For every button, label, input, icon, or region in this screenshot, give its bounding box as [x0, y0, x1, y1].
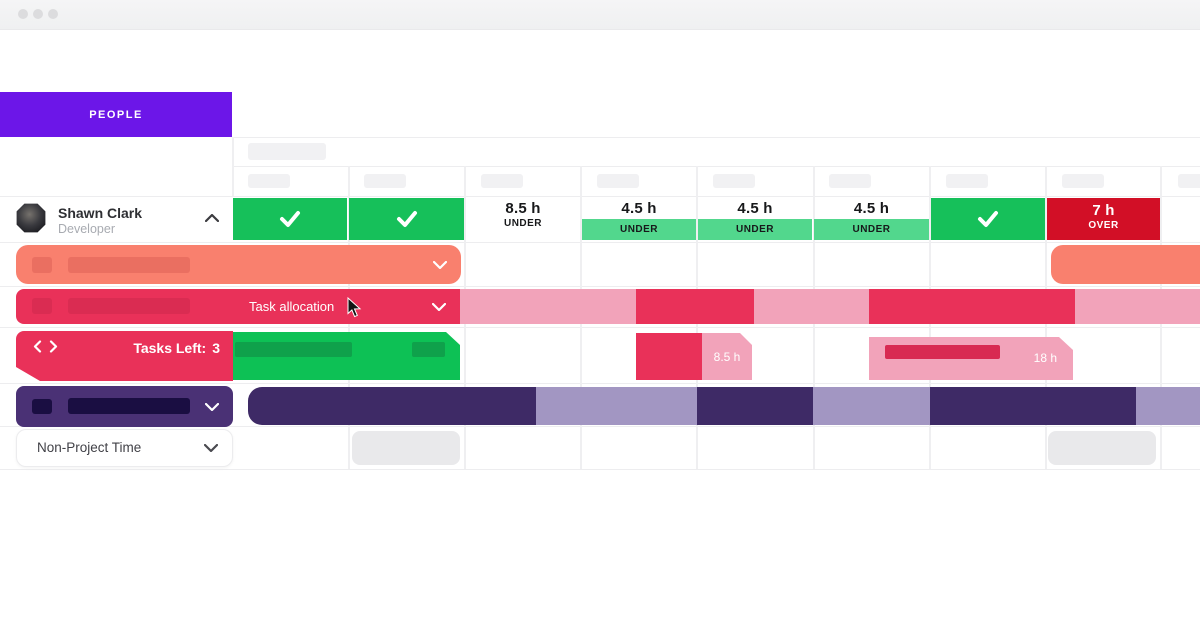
allocation-bar-purple[interactable] — [248, 387, 1200, 425]
capacity-status: OVER — [1088, 220, 1119, 231]
person-role: Developer — [58, 222, 115, 236]
month-label-placeholder — [248, 143, 326, 160]
capacity-hours: 4.5 h — [853, 200, 890, 217]
project-color-placeholder — [32, 399, 52, 414]
allocation-label: Task allocation — [249, 299, 335, 314]
capacity-cell-hours[interactable]: 4.5 h UNDER — [582, 198, 696, 240]
project-color-placeholder — [32, 298, 52, 314]
allocation-segment-light[interactable] — [754, 289, 869, 324]
project-row-pink[interactable]: Task allocation — [16, 289, 460, 324]
capacity-status: UNDER — [503, 218, 543, 229]
window-minimize-icon[interactable] — [33, 9, 43, 19]
divider — [0, 196, 1200, 197]
non-project-time-card[interactable]: Non-Project Time — [16, 429, 233, 467]
day-label-placeholder — [1062, 174, 1104, 188]
under-band: UNDER — [582, 219, 696, 240]
day-label-placeholder — [481, 174, 523, 188]
divider — [0, 383, 1200, 384]
divider — [232, 137, 234, 196]
divider — [0, 327, 1200, 328]
chevron-up-icon[interactable] — [205, 214, 219, 222]
chevron-down-icon[interactable] — [205, 402, 219, 411]
capacity-cell-hours[interactable]: 4.5 h UNDER — [814, 198, 929, 240]
project-name-placeholder — [68, 298, 190, 314]
task-bar-placeholder — [885, 345, 1000, 359]
capacity-cell-ok[interactable] — [349, 198, 464, 240]
capacity-hours: 7 h — [1092, 202, 1115, 219]
divider — [0, 242, 1200, 243]
non-project-block[interactable] — [1048, 431, 1156, 465]
task-hours-label: 18 h — [1033, 351, 1057, 365]
day-label-placeholder — [597, 174, 639, 188]
check-icon — [978, 211, 998, 227]
task-block-hours[interactable]: 18 h — [869, 337, 1073, 380]
check-icon — [280, 211, 300, 227]
capacity-status: UNDER — [852, 223, 891, 235]
day-label-placeholder — [829, 174, 871, 188]
task-bar-placeholder — [412, 342, 445, 357]
capacity-cell-hours[interactable]: 4.5 h UNDER — [698, 198, 812, 240]
capacity-cell-over[interactable]: 7 h OVER — [1047, 198, 1160, 240]
tasks-left-label: Tasks Left: — [133, 340, 207, 356]
project-name-placeholder — [68, 257, 190, 273]
task-hours-label: 8.5 h — [713, 349, 741, 364]
non-project-time-label: Non-Project Time — [37, 440, 142, 455]
capacity-cell-ok[interactable] — [931, 198, 1045, 240]
allocation-bar-salmon[interactable] — [1051, 245, 1200, 284]
divider — [0, 286, 1200, 287]
non-project-block[interactable] — [352, 431, 460, 465]
chevron-down-icon[interactable] — [432, 302, 446, 311]
task-bar-placeholder — [235, 342, 352, 357]
divider — [0, 469, 1200, 470]
divider — [232, 166, 1200, 167]
allocation-segment-light[interactable] — [460, 289, 636, 324]
person-name: Shawn Clark — [58, 205, 143, 221]
under-band: UNDER — [698, 219, 812, 240]
check-icon — [396, 211, 417, 227]
window-close-icon[interactable] — [18, 9, 28, 19]
chevron-down-icon[interactable] — [433, 260, 447, 269]
people-panel-title: PEOPLE — [89, 108, 143, 121]
capacity-status: UNDER — [735, 223, 775, 235]
capacity-hours: 8.5 h — [505, 200, 541, 217]
window-maximize-icon[interactable] — [48, 9, 58, 19]
allocation-segment-light[interactable] — [1075, 289, 1200, 324]
allocation-segment-lavender — [536, 387, 697, 425]
divider — [0, 426, 1200, 427]
under-band: UNDER — [814, 219, 929, 240]
mouse-cursor-icon — [347, 297, 362, 318]
project-row-purple[interactable] — [16, 386, 233, 427]
day-label-placeholder — [946, 174, 988, 188]
allocation-segment-lavender — [813, 387, 930, 425]
divider — [232, 137, 1200, 138]
day-label-placeholder — [713, 174, 755, 188]
allocation-segment-lavender — [1136, 387, 1200, 425]
day-label-placeholder — [364, 174, 406, 188]
allocation-segment-dark[interactable] — [636, 289, 754, 324]
people-panel-header[interactable]: PEOPLE — [0, 92, 232, 137]
browser-title-bar — [0, 0, 1200, 30]
task-block-hours[interactable]: 8.5 h — [702, 333, 752, 380]
project-name-placeholder — [68, 398, 190, 414]
day-label-placeholder — [248, 174, 290, 188]
capacity-hours: 4.5 h — [737, 200, 773, 217]
next-arrow-icon[interactable] — [49, 340, 58, 353]
day-label-placeholder — [1178, 174, 1200, 188]
tasks-left-count: 3 — [212, 340, 220, 356]
capacity-cell-hours[interactable]: 8.5 h UNDER — [466, 198, 580, 240]
capacity-hours: 4.5 h — [621, 200, 657, 217]
prev-arrow-icon[interactable] — [33, 340, 42, 353]
tasks-left-card[interactable]: Tasks Left: 3 — [16, 331, 233, 381]
capacity-cell-ok[interactable] — [233, 198, 347, 240]
project-color-placeholder — [32, 257, 52, 273]
task-block-progress[interactable] — [636, 333, 702, 380]
capacity-status: UNDER — [619, 223, 659, 235]
chevron-down-icon[interactable] — [204, 444, 218, 452]
task-progress-block-green[interactable] — [233, 332, 460, 380]
allocation-segment-dark[interactable] — [869, 289, 1075, 324]
project-row-salmon[interactable] — [16, 245, 461, 284]
avatar[interactable] — [16, 203, 46, 233]
